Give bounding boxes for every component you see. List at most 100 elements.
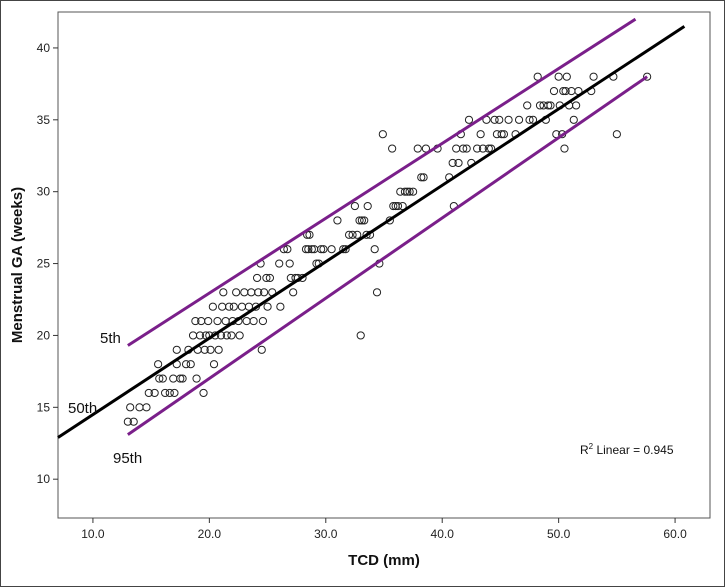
data-point [569, 115, 578, 124]
data-point [360, 216, 369, 225]
y-tick-label: 40 [37, 41, 51, 55]
data-point [154, 360, 163, 369]
data-point [285, 259, 294, 268]
data-point [497, 130, 506, 139]
x-axis-title: TCD (mm) [348, 552, 420, 569]
data-point [333, 216, 342, 225]
data-point [192, 374, 201, 383]
data-point [191, 316, 200, 326]
data-point [528, 115, 538, 124]
data-point [572, 101, 581, 110]
data-point [549, 86, 559, 96]
data-point [341, 245, 350, 254]
y-tick-label: 15 [37, 400, 51, 414]
data-point [265, 273, 274, 283]
data-point [263, 302, 272, 311]
line-95th [127, 75, 648, 436]
data-point [362, 230, 371, 239]
data-point [214, 345, 223, 354]
label-5th: 5th [100, 330, 121, 347]
data-point [484, 144, 493, 153]
data-point [370, 245, 379, 254]
data-point [258, 316, 268, 326]
data-point [562, 72, 571, 81]
y-tick-label: 20 [37, 328, 51, 342]
data-point [254, 288, 263, 297]
data-point [357, 216, 366, 225]
data-point [535, 101, 545, 110]
x-axis: 10.0 20.0 30.0 40.0 50.0 60.0 [81, 518, 687, 541]
y-axis-title: Menstrual GA (weeks) [9, 187, 26, 343]
data-point [454, 158, 463, 168]
y-tick-label: 35 [37, 113, 51, 127]
data-point [200, 345, 209, 354]
data-point [356, 331, 365, 340]
data-point [388, 144, 397, 153]
data-point [129, 417, 138, 426]
data-point [560, 144, 569, 153]
data-point [209, 360, 219, 369]
x-tick-label: 20.0 [198, 527, 222, 541]
data-point [546, 101, 555, 110]
data-point [142, 403, 151, 412]
data-point [126, 403, 135, 412]
data-point [372, 288, 382, 297]
data-point [158, 374, 167, 383]
data-point [389, 201, 398, 211]
data-point [459, 144, 468, 153]
y-tick-label: 30 [37, 185, 51, 199]
data-point [544, 101, 553, 110]
line-50th [57, 25, 686, 439]
data-point [319, 245, 328, 254]
data-point [643, 72, 652, 81]
data-point [499, 130, 509, 139]
data-point [232, 288, 241, 297]
data-point [155, 374, 164, 383]
data-point [355, 216, 364, 225]
line-5th [127, 17, 637, 347]
data-point [219, 288, 228, 297]
data-point [262, 273, 271, 283]
x-tick-label: 50.0 [547, 527, 571, 541]
data-point [464, 115, 474, 124]
data-point [301, 245, 311, 254]
data-point [317, 245, 326, 254]
r-squared-text: Linear = 0.945 [593, 443, 674, 457]
data-point [417, 173, 426, 182]
data-point [378, 130, 387, 139]
x-tick-label: 10.0 [81, 527, 105, 541]
data-point [525, 115, 534, 124]
data-point [206, 345, 215, 354]
data-point [448, 158, 457, 168]
data-point [176, 374, 185, 383]
data-point [225, 302, 234, 311]
data-point [344, 230, 354, 239]
data-point [283, 245, 292, 254]
data-point [222, 331, 231, 340]
data-point [473, 144, 482, 153]
y-tick-label: 10 [37, 472, 51, 486]
data-point [350, 201, 359, 211]
data-point [150, 388, 159, 398]
data-point [393, 201, 403, 211]
data-point [419, 173, 428, 182]
y-tick-label: 25 [37, 257, 51, 271]
data-point [170, 388, 179, 398]
data-point [161, 388, 170, 398]
data-point [490, 115, 499, 124]
data-point [476, 130, 485, 139]
percentile-lines [57, 17, 686, 439]
data-point [257, 345, 266, 354]
data-point [353, 230, 362, 239]
data-point [413, 144, 422, 153]
data-point [405, 187, 414, 196]
data-point [561, 86, 570, 96]
data-point [589, 72, 598, 81]
data-point [195, 331, 205, 340]
data-point [252, 273, 262, 283]
data-point [204, 316, 213, 326]
data-point [213, 316, 222, 326]
x-tick-label: 30.0 [314, 527, 338, 541]
data-point [178, 374, 187, 383]
